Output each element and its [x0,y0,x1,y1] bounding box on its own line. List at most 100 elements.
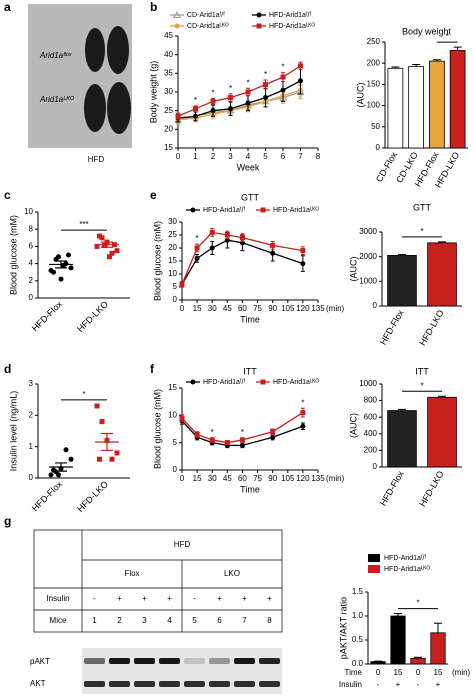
x-tick-label: 30 [208,304,217,313]
legend-label: HFD-Arid1aᴸᴷᴼ [384,566,430,573]
table-group: HFD [174,540,191,549]
y-tick-label: 5 [173,282,178,291]
legend-label: HFD-Arid1aᴸᴷᴼ [269,23,315,30]
legend-swatch [368,565,380,573]
y-tick-label: 1.5 [352,587,364,596]
marker [194,255,200,261]
marker [97,233,102,239]
error-bar [434,622,442,633]
bar [370,661,386,665]
marker [270,250,276,256]
blot-band [134,681,155,687]
marker [51,467,56,473]
row-value: 15 [394,668,403,677]
blot [82,648,282,694]
bar [449,50,466,149]
x-tick-label: 60 [238,474,247,483]
y-tick-label: 30 [164,87,173,96]
y-tick-label: 2 [29,276,34,285]
significance-label: * [211,88,214,97]
panel-label: f [150,362,155,376]
x-tick-label: 4 [246,152,251,161]
y-tick-label: 10 [168,410,177,419]
x-tick-label: 75 [253,474,262,483]
x-tick-label: 6 [281,152,286,161]
chart-title: GTT [413,202,431,212]
marker [68,456,74,462]
table-row-label: Mice [50,616,67,625]
marker [68,265,74,271]
x-tick-label: 135 [311,474,325,483]
table-cell: 4 [167,616,172,625]
y-tick-label: 800 [364,396,378,405]
marker [224,440,230,446]
error-bar [101,432,113,452]
x-tick-label: 75 [253,304,262,313]
table-row-label: Insulin [46,594,69,603]
marker [209,245,215,251]
y-tick-label: 200 [364,446,378,455]
marker [109,250,115,256]
blot-band [209,658,230,664]
x-tick-label: 90 [268,474,277,483]
x-tick-label: HFD-LKO [417,308,445,347]
x-tick-label: 3 [228,152,233,161]
blot-band [259,681,280,687]
marker [194,431,200,437]
marker [175,113,181,119]
marker [224,232,230,238]
x-tick-label: 45 [223,304,232,313]
y-tick-label: 200 [367,58,381,67]
marker [56,472,61,478]
y-axis-label: (AUC) [348,257,358,282]
marker [97,456,102,462]
y-tick-label: 5 [173,438,178,447]
x-tick-label: 0 [180,304,185,313]
significance-label: * [196,234,199,243]
y-axis-label: (AUC) [348,413,358,438]
marker [256,23,262,29]
y-tick-label: 0 [29,293,34,302]
y-tick-label: 8 [29,224,34,233]
marker [280,87,286,93]
bar [387,410,417,468]
table-cell: 8 [267,616,272,625]
table-cell: 3 [142,616,147,625]
significance-label: * [301,398,304,407]
x-tick-label: 135 [311,304,325,313]
bar [427,396,457,468]
y-axis-label: Blood glucose (mM) [8,215,18,295]
marker [114,248,120,254]
marker [114,450,120,456]
mouse [85,28,105,72]
bar [387,67,404,149]
marker [260,207,266,213]
x-tick-label: HFD-Flox [378,469,406,508]
x-tick-label: HFD-Flox [30,479,65,514]
marker [109,456,115,462]
marker [179,281,185,287]
x-tick-label: HFD-LKO [75,299,110,334]
x-unit: (min) [326,474,345,483]
legend-label: HFD-Arid1aᶠ/ᶠ [203,379,245,386]
bar [390,615,406,665]
marker [298,78,303,84]
marker [179,415,185,421]
y-tick-label: 20 [168,243,177,252]
y-tick-label: 50 [371,122,380,131]
y-tick-label: 0 [29,473,34,482]
y-tick-label: 45 [164,31,173,40]
series-line [177,89,301,121]
y-tick-label: 0.0 [352,659,364,668]
marker [270,242,276,248]
x-tick-label: 7 [298,152,303,161]
y-tick-label: 250 [367,37,381,46]
x-tick-label: 15 [193,474,202,483]
blot-band [159,681,180,687]
table-cell: + [242,594,247,603]
row-unit: (min) [452,668,471,677]
significance-label: * [229,84,232,93]
bar [410,657,426,665]
marker [99,419,105,425]
series-line [177,80,301,119]
